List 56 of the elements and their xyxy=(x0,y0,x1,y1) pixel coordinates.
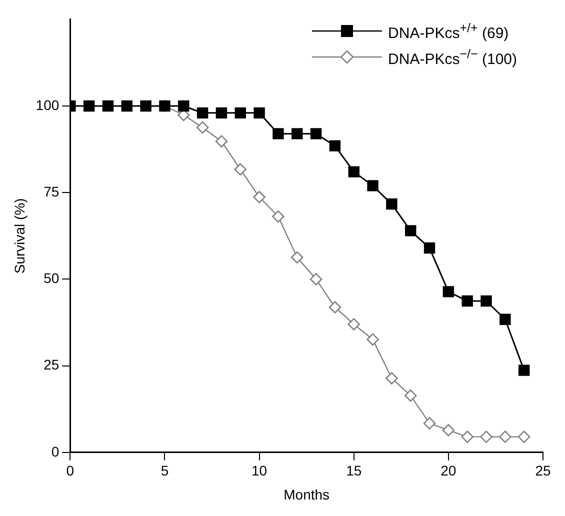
point xyxy=(290,251,304,264)
point xyxy=(253,190,266,204)
y-tick-label: 100 xyxy=(36,96,60,113)
x-tick-label: 5 xyxy=(160,462,169,479)
y-axis-title: Survival (%) xyxy=(11,198,28,274)
point xyxy=(442,424,455,436)
point xyxy=(215,135,228,148)
point xyxy=(310,128,322,140)
point xyxy=(442,286,454,298)
point xyxy=(196,107,208,119)
point xyxy=(480,295,492,307)
point xyxy=(234,107,246,119)
point xyxy=(367,180,378,192)
x-tick-label: 0 xyxy=(66,462,74,479)
point xyxy=(272,210,284,223)
x-axis-title: Months xyxy=(284,486,330,502)
point xyxy=(196,121,209,134)
point xyxy=(405,225,416,236)
y-tick-label: 50 xyxy=(44,270,60,286)
x-tick-label: 20 xyxy=(440,462,456,479)
point xyxy=(518,364,530,376)
point xyxy=(234,163,247,176)
point xyxy=(348,166,360,178)
legend-label: DNA-PKcs$^{+/+}$ (69) xyxy=(388,20,509,42)
point xyxy=(386,372,398,384)
point xyxy=(329,140,341,152)
point xyxy=(328,301,342,314)
point xyxy=(292,128,303,140)
x-tick-label: 10 xyxy=(252,462,268,479)
point xyxy=(366,333,379,346)
point xyxy=(348,318,360,330)
point xyxy=(310,273,322,286)
point xyxy=(272,128,284,140)
point xyxy=(518,430,530,443)
point xyxy=(140,100,152,112)
point xyxy=(480,430,492,443)
point xyxy=(102,100,114,112)
point xyxy=(461,430,474,443)
point xyxy=(216,107,228,119)
y-tick-label: 75 xyxy=(44,183,60,200)
point xyxy=(423,417,436,430)
x-tick-label: 15 xyxy=(346,462,362,479)
point xyxy=(121,100,132,112)
y-tick-label: 25 xyxy=(44,356,60,373)
point xyxy=(386,198,398,210)
point xyxy=(83,100,95,112)
point xyxy=(500,314,511,325)
legend-label: DNA-PKcs$^{−/−}$ (100) xyxy=(388,46,517,68)
point xyxy=(254,107,265,119)
point xyxy=(424,242,436,254)
point xyxy=(462,295,473,307)
y-tick-label: 0 xyxy=(51,443,60,460)
point xyxy=(499,430,512,443)
x-tick-label: 25 xyxy=(535,462,551,479)
point xyxy=(404,389,417,402)
point xyxy=(178,100,190,112)
